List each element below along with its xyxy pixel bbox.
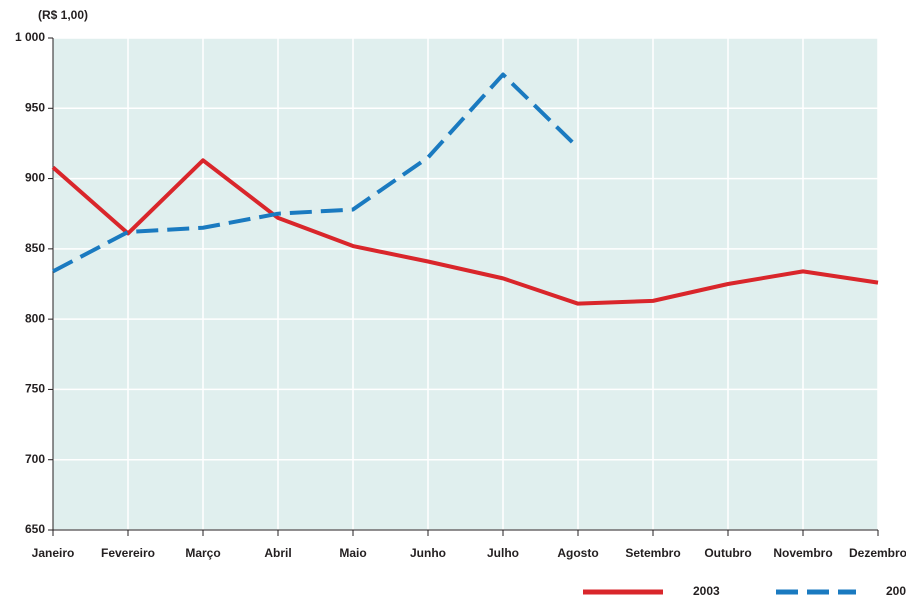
- x-tick-label: Fevereiro: [101, 546, 155, 560]
- x-tick-label: Abril: [264, 546, 291, 560]
- y-tick-label: 900: [25, 171, 45, 185]
- x-tick-label: Março: [185, 546, 220, 560]
- y-tick-label: 750: [25, 382, 45, 396]
- y-tick-label: 650: [25, 522, 45, 536]
- y-tick-label: 1 000: [15, 30, 45, 44]
- plot-background: [53, 38, 878, 530]
- series-line: [52, 72, 580, 274]
- x-tick-label: Junho: [410, 546, 446, 560]
- x-tick-label: Janeiro: [32, 546, 75, 560]
- series-line: [51, 158, 879, 306]
- y-tick-label: 800: [25, 311, 45, 325]
- x-tick-label: Dezembro: [849, 546, 906, 560]
- y-tick-label: 700: [25, 452, 45, 466]
- legend-label: 2003: [693, 584, 720, 598]
- y-tick-label: 850: [25, 241, 45, 255]
- legend-label: 2004: [886, 584, 906, 598]
- x-tick-label: Setembro: [625, 546, 680, 560]
- y-unit-label: (R$ 1,00): [38, 8, 88, 22]
- x-tick-label: Outubro: [704, 546, 751, 560]
- x-tick-label: Maio: [339, 546, 366, 560]
- x-tick-label: Julho: [487, 546, 519, 560]
- y-tick-label: 950: [25, 100, 45, 114]
- x-tick-label: Agosto: [557, 546, 598, 560]
- x-tick-label: Novembro: [773, 546, 832, 560]
